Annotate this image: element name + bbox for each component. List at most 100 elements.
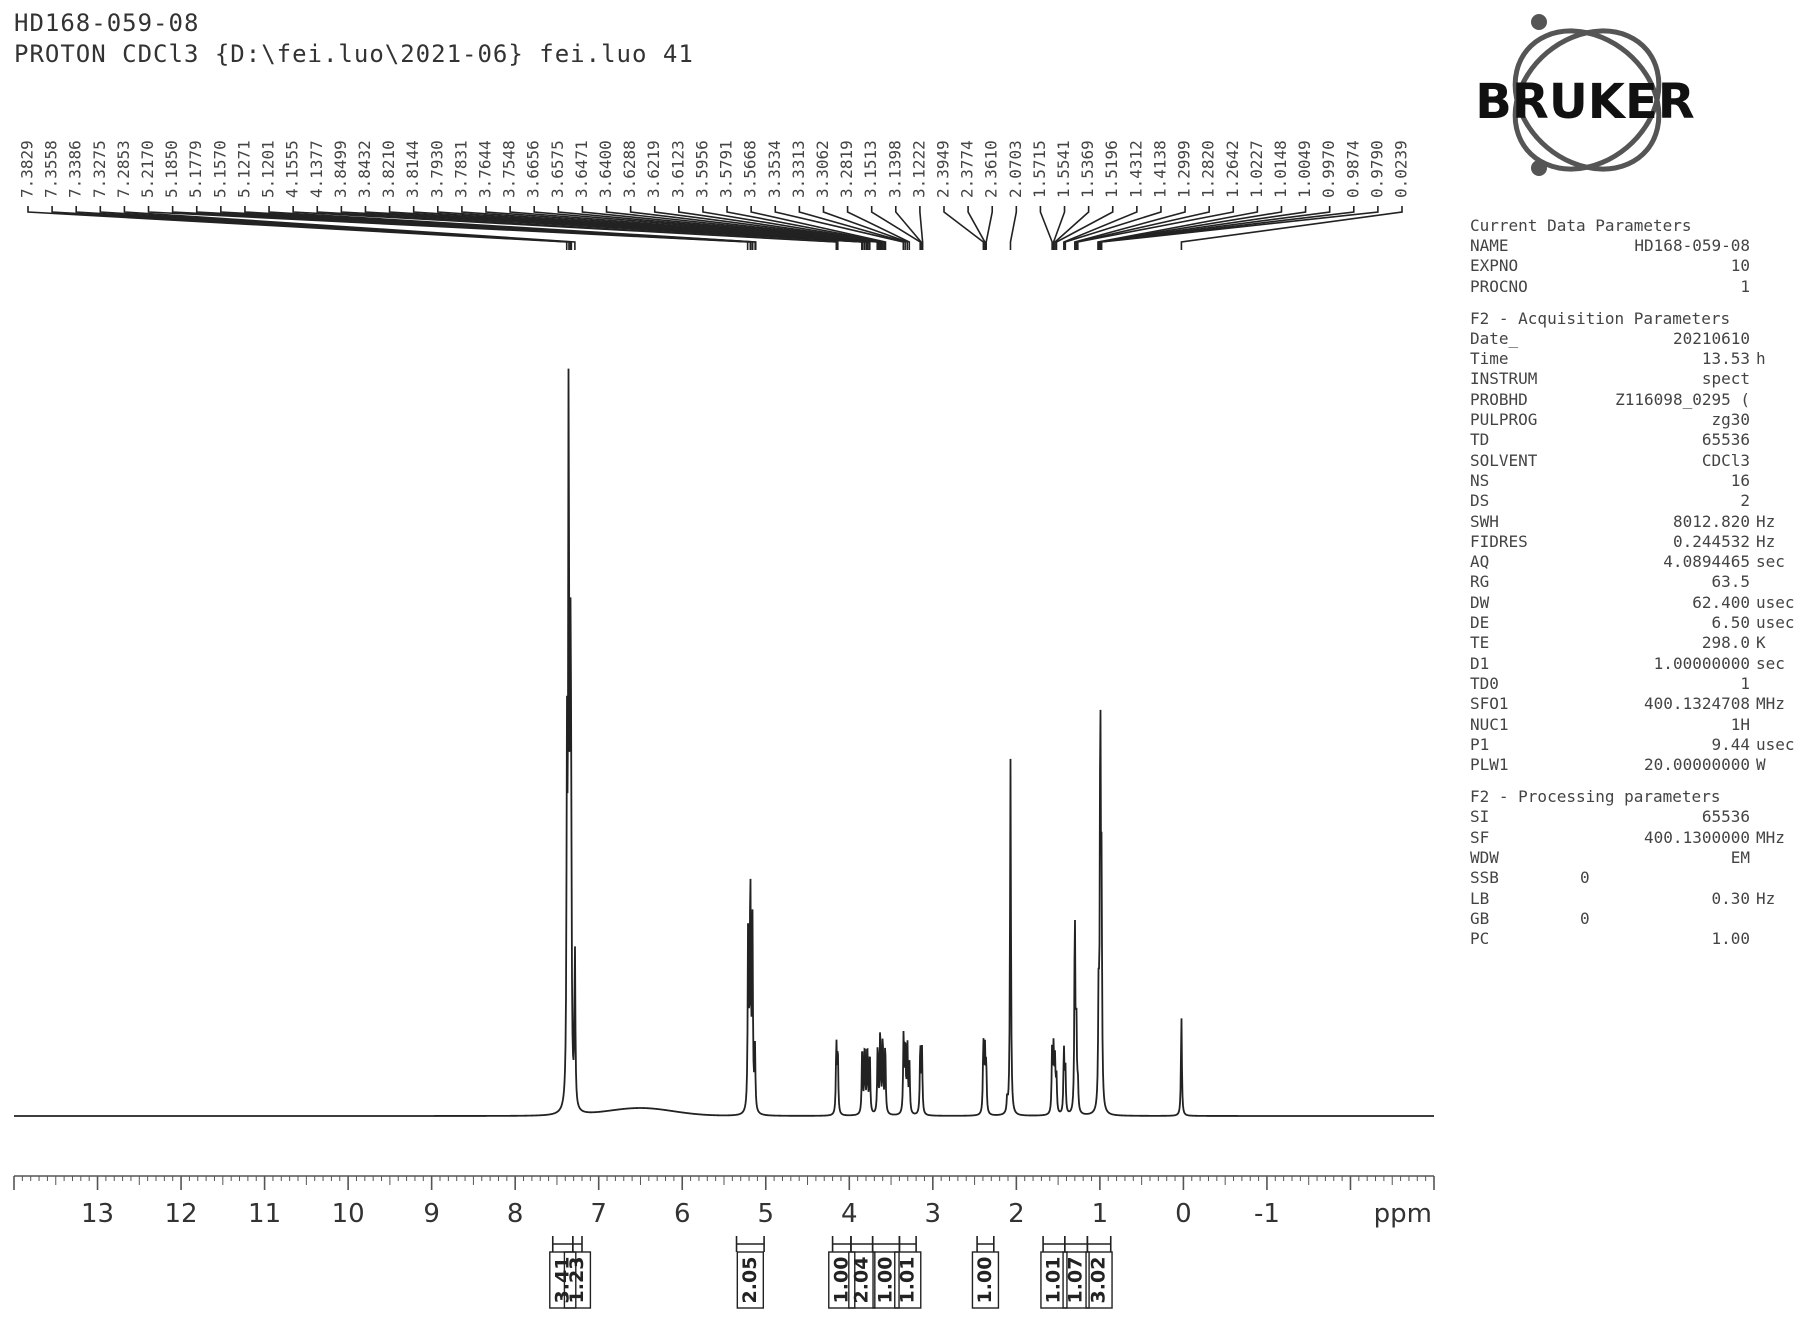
peak-label: 1.5369 (1078, 140, 1097, 198)
axis-tick-label: 11 (248, 1199, 281, 1229)
axis-tick-label: 6 (674, 1199, 691, 1229)
peak-label: 1.2820 (1199, 140, 1218, 198)
peak-label: 3.7548 (500, 140, 519, 198)
peak-label: 2.0703 (1006, 140, 1025, 198)
peak-label-connector (1010, 206, 1016, 250)
peak-label: 3.5668 (741, 140, 760, 198)
integral-value: 1.23 (566, 1257, 588, 1304)
peak-label: 7.3386 (66, 140, 85, 198)
peak-label-connector (986, 206, 992, 250)
axis-unit-label: ppm (1374, 1199, 1432, 1229)
peak-label: 5.2170 (138, 140, 157, 198)
peak-label: 2.3610 (982, 140, 1001, 198)
integral-bracket (737, 1236, 765, 1252)
axis-tick-label: 3 (925, 1199, 942, 1229)
peak-label: 3.6575 (548, 140, 567, 198)
integral-bracket (851, 1236, 873, 1252)
peak-label: 3.6400 (596, 140, 615, 198)
peak-label: 1.0049 (1295, 140, 1314, 198)
integral-bracket (833, 1236, 851, 1252)
peak-label: 3.3062 (813, 140, 832, 198)
peak-labels: 7.3829 7.3558 7.3386 7.3275 7.2853 5.2170 5.18… (18, 140, 1411, 198)
peak-label: 2.3949 (934, 140, 953, 198)
peak-label: 3.5956 (692, 140, 711, 198)
peak-label: 1.0227 (1247, 140, 1266, 198)
spectrum-trace (14, 369, 1434, 1116)
axis-tick-label: 8 (507, 1199, 524, 1229)
axis-tick-label: 13 (81, 1199, 114, 1229)
integral-bracket (873, 1236, 900, 1252)
peak-label: 3.1513 (861, 140, 880, 198)
axis-tick-label: 2 (1008, 1199, 1025, 1229)
axis-tick-label: 0 (1175, 1199, 1192, 1229)
integral-value: 3.02 (1088, 1257, 1110, 1304)
integral-bracket (1043, 1236, 1065, 1252)
peak-label-connector (896, 206, 921, 250)
ppm-axis: 131211109876543210-1ppm (14, 1176, 1434, 1229)
peak-label: 3.8499 (331, 140, 350, 198)
peak-label: 4.1555 (283, 140, 302, 198)
integral-bracket (553, 1236, 573, 1252)
peak-label: 3.3534 (765, 140, 784, 198)
peak-label: 3.6219 (644, 140, 663, 198)
peak-label: 0.9790 (1367, 140, 1386, 198)
integrals: 3.411.232.051.002.041.001.011.001.011.07… (550, 1236, 1112, 1308)
axis-tick-label: -1 (1254, 1199, 1280, 1229)
integral-bracket (573, 1236, 582, 1252)
peak-label: 3.1222 (909, 140, 928, 198)
integral-bracket (899, 1236, 916, 1252)
peak-label: 3.8210 (379, 140, 398, 198)
peak-label: 7.3558 (42, 140, 61, 198)
integral-value: 2.04 (850, 1257, 872, 1304)
peak-label: 2.3774 (958, 140, 977, 198)
peak-label: 3.8144 (403, 140, 422, 198)
peak-label: 3.3313 (789, 140, 808, 198)
peak-label: 5.1850 (162, 140, 181, 198)
integral-value: 1.01 (896, 1257, 918, 1304)
peak-label: 1.5196 (1102, 140, 1121, 198)
peak-label: 3.6471 (572, 140, 591, 198)
peak-label: 3.6656 (524, 140, 543, 198)
peak-label: 0.9874 (1343, 140, 1362, 198)
integral-value: 1.00 (974, 1257, 996, 1304)
integral-bracket (977, 1236, 994, 1252)
peak-label: 5.1271 (234, 140, 253, 198)
peak-label: 0.9970 (1319, 140, 1338, 198)
integral-bracket (1065, 1236, 1088, 1252)
peak-label: 7.3275 (90, 140, 109, 198)
peak-label: 1.5715 (1030, 140, 1049, 198)
peak-label: 3.7831 (451, 140, 470, 198)
peak-label: 3.6288 (620, 140, 639, 198)
peak-label: 5.1779 (186, 140, 205, 198)
peak-label-connectors (28, 206, 1402, 250)
axis-tick-label: 5 (757, 1199, 774, 1229)
peak-label: 3.6123 (668, 140, 687, 198)
peak-label: 3.5791 (717, 140, 736, 198)
peak-label: 5.1201 (259, 140, 278, 198)
axis-tick-label: 7 (590, 1199, 607, 1229)
peak-label: 3.2819 (837, 140, 856, 198)
peak-label: 1.5541 (1054, 140, 1073, 198)
peak-label: 0.0239 (1392, 140, 1411, 198)
peak-label: 7.2853 (114, 140, 133, 198)
peak-label: 4.1377 (307, 140, 326, 198)
axis-tick-label: 9 (423, 1199, 440, 1229)
peak-label-connector (968, 206, 985, 250)
peak-label: 1.2642 (1223, 140, 1242, 198)
integral-value: 1.07 (1065, 1257, 1087, 1304)
peak-label-connector (1102, 206, 1378, 250)
axis-tick-label: 12 (165, 1199, 198, 1229)
axis-tick-label: 1 (1092, 1199, 1109, 1229)
peak-label: 1.2999 (1175, 140, 1194, 198)
peak-label: 1.0148 (1271, 140, 1290, 198)
integral-value: 2.05 (739, 1257, 761, 1304)
peak-label: 3.7644 (476, 140, 495, 198)
peak-label: 3.7930 (427, 140, 446, 198)
peak-label: 7.3829 (18, 140, 37, 198)
peak-label-connector (1040, 206, 1052, 250)
integral-value: 1.01 (1042, 1257, 1064, 1304)
integral-value: 1.00 (875, 1257, 897, 1304)
peak-label: 3.8432 (355, 140, 374, 198)
peak-label: 1.4312 (1126, 140, 1145, 198)
